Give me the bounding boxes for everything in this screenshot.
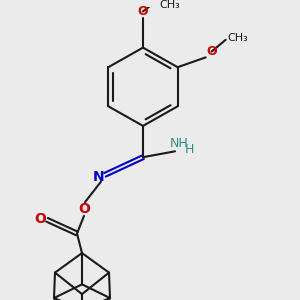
Text: O: O bbox=[206, 45, 217, 58]
Text: H: H bbox=[184, 143, 194, 156]
Text: O: O bbox=[78, 202, 90, 216]
Text: NH: NH bbox=[169, 137, 188, 150]
Text: CH₃: CH₃ bbox=[159, 0, 180, 10]
Text: O: O bbox=[34, 212, 46, 226]
Text: CH₃: CH₃ bbox=[228, 33, 248, 43]
Text: N: N bbox=[93, 170, 105, 184]
Text: O: O bbox=[138, 5, 148, 18]
